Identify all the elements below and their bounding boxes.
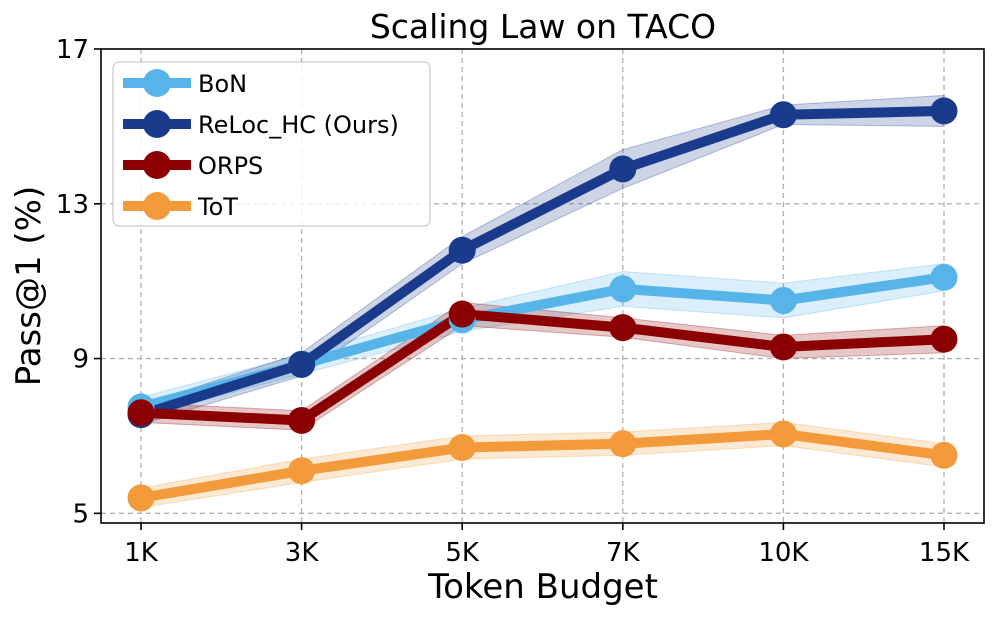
orps-point bbox=[448, 300, 476, 328]
orps-point bbox=[769, 333, 797, 361]
x-axis-ticks: 1K 3K 5K 7K 10K 15K bbox=[124, 523, 970, 568]
tot-point bbox=[609, 430, 637, 458]
bon-point bbox=[609, 275, 637, 303]
x-tick-label: 15K bbox=[919, 538, 970, 568]
tot-point bbox=[288, 457, 316, 485]
reloc-hc-ours-point bbox=[448, 236, 476, 264]
x-tick-label: 5K bbox=[445, 538, 480, 568]
x-axis-label: Token Budget bbox=[427, 567, 658, 607]
reloc-hc-ours-point bbox=[769, 101, 797, 129]
tot-legend-label: ToT bbox=[197, 193, 238, 221]
y-tick-label: 13 bbox=[56, 190, 89, 220]
orps-line bbox=[136, 309, 949, 426]
x-tick-label: 7K bbox=[606, 538, 641, 568]
bon-point bbox=[769, 287, 797, 315]
orps-point bbox=[288, 406, 316, 434]
x-tick-label: 3K bbox=[285, 538, 320, 568]
orps-point bbox=[127, 399, 155, 427]
legend: BoN ReLoc_HC (Ours) ORPS ToT bbox=[112, 61, 431, 227]
tot-point bbox=[769, 420, 797, 448]
tot-legend-marker bbox=[143, 192, 171, 220]
x-tick-label: 1K bbox=[124, 538, 159, 568]
tot-point bbox=[448, 434, 476, 462]
bon-legend-marker bbox=[143, 69, 171, 97]
series-points bbox=[127, 97, 958, 512]
reloc-hc-ours-point bbox=[930, 97, 958, 125]
series-lines bbox=[136, 105, 949, 503]
x-tick-label: 10K bbox=[758, 538, 809, 568]
orps-legend-label: ORPS bbox=[198, 152, 263, 180]
legend-box bbox=[112, 61, 431, 227]
reloc-hc-ours-legend-marker bbox=[143, 110, 171, 138]
plot-frame bbox=[100, 48, 985, 524]
y-tick-label: 17 bbox=[56, 35, 89, 65]
reloc-hc-ours-point bbox=[288, 350, 316, 378]
y-tick-label: 9 bbox=[72, 345, 89, 375]
y-tick-label: 5 bbox=[72, 499, 89, 529]
tot-point bbox=[930, 441, 958, 469]
orps-point bbox=[609, 314, 637, 342]
chart-title: Scaling Law on TACO bbox=[370, 7, 716, 46]
bon-legend-label: BoN bbox=[198, 70, 247, 98]
reloc-hc-ours-point bbox=[609, 155, 637, 183]
reloc-hc-ours-line bbox=[136, 105, 949, 420]
orps-point bbox=[930, 325, 958, 353]
bon-point bbox=[930, 263, 958, 291]
reloc-hc-ours-legend-label: ReLoc_HC (Ours) bbox=[198, 111, 399, 139]
y-axis-ticks: 5 9 13 17 bbox=[56, 35, 101, 529]
y-axis-label: Pass@1 (%) bbox=[9, 186, 49, 387]
orps-legend-marker bbox=[143, 151, 171, 179]
tot-point bbox=[127, 484, 155, 512]
tot-line bbox=[136, 429, 949, 503]
